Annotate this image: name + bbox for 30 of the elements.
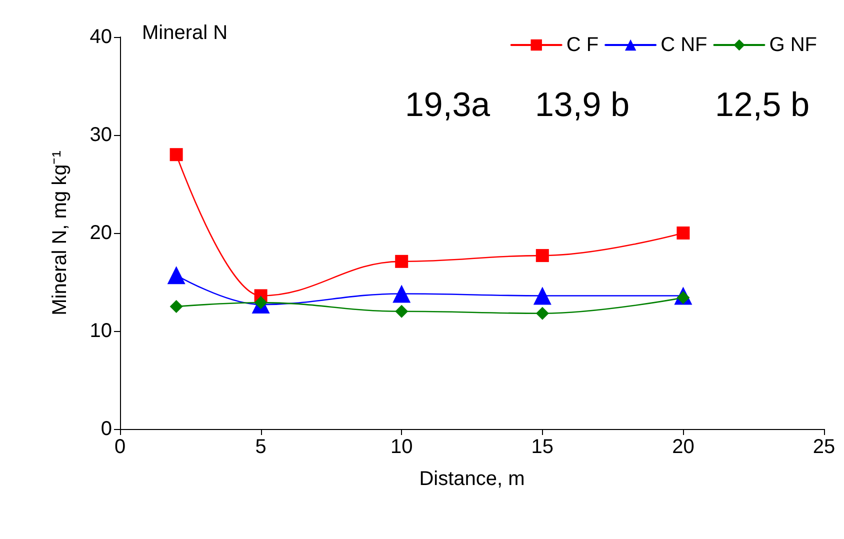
legend-label: G NF bbox=[769, 34, 818, 56]
annotation: 19,3a bbox=[405, 86, 490, 124]
legend-label: C F bbox=[566, 34, 599, 56]
point bbox=[167, 266, 186, 284]
x-tick-label: 5 bbox=[255, 436, 266, 458]
x-tick-label: 20 bbox=[672, 436, 694, 458]
point bbox=[676, 226, 690, 240]
y-tick-label: 0 bbox=[100, 418, 112, 440]
chart-title: Mineral N bbox=[142, 22, 228, 44]
point bbox=[170, 148, 183, 162]
y-tick-label: 20 bbox=[90, 222, 112, 244]
x-tick-label: 10 bbox=[390, 436, 413, 458]
annotation: 12,5 b bbox=[715, 86, 810, 124]
x-tick-label: 0 bbox=[114, 436, 126, 458]
point bbox=[392, 284, 411, 303]
x-tick-label: 15 bbox=[531, 436, 554, 458]
legend-label: C NF bbox=[660, 34, 708, 56]
point bbox=[536, 249, 549, 262]
point bbox=[395, 254, 408, 268]
point bbox=[170, 300, 183, 313]
point bbox=[536, 306, 549, 320]
annotation: 13,9 b bbox=[535, 86, 630, 124]
y-tick-label: 10 bbox=[90, 320, 112, 342]
x-tick-label: 25 bbox=[812, 436, 836, 458]
y-axis-title: Mineral N, mg kg⁻¹ bbox=[49, 150, 71, 316]
y-tick-label: 30 bbox=[90, 124, 112, 146]
y-tick-label: 40 bbox=[90, 26, 112, 48]
point bbox=[395, 304, 408, 318]
x-axis-title: Distance, m bbox=[419, 468, 525, 490]
point bbox=[533, 286, 552, 305]
